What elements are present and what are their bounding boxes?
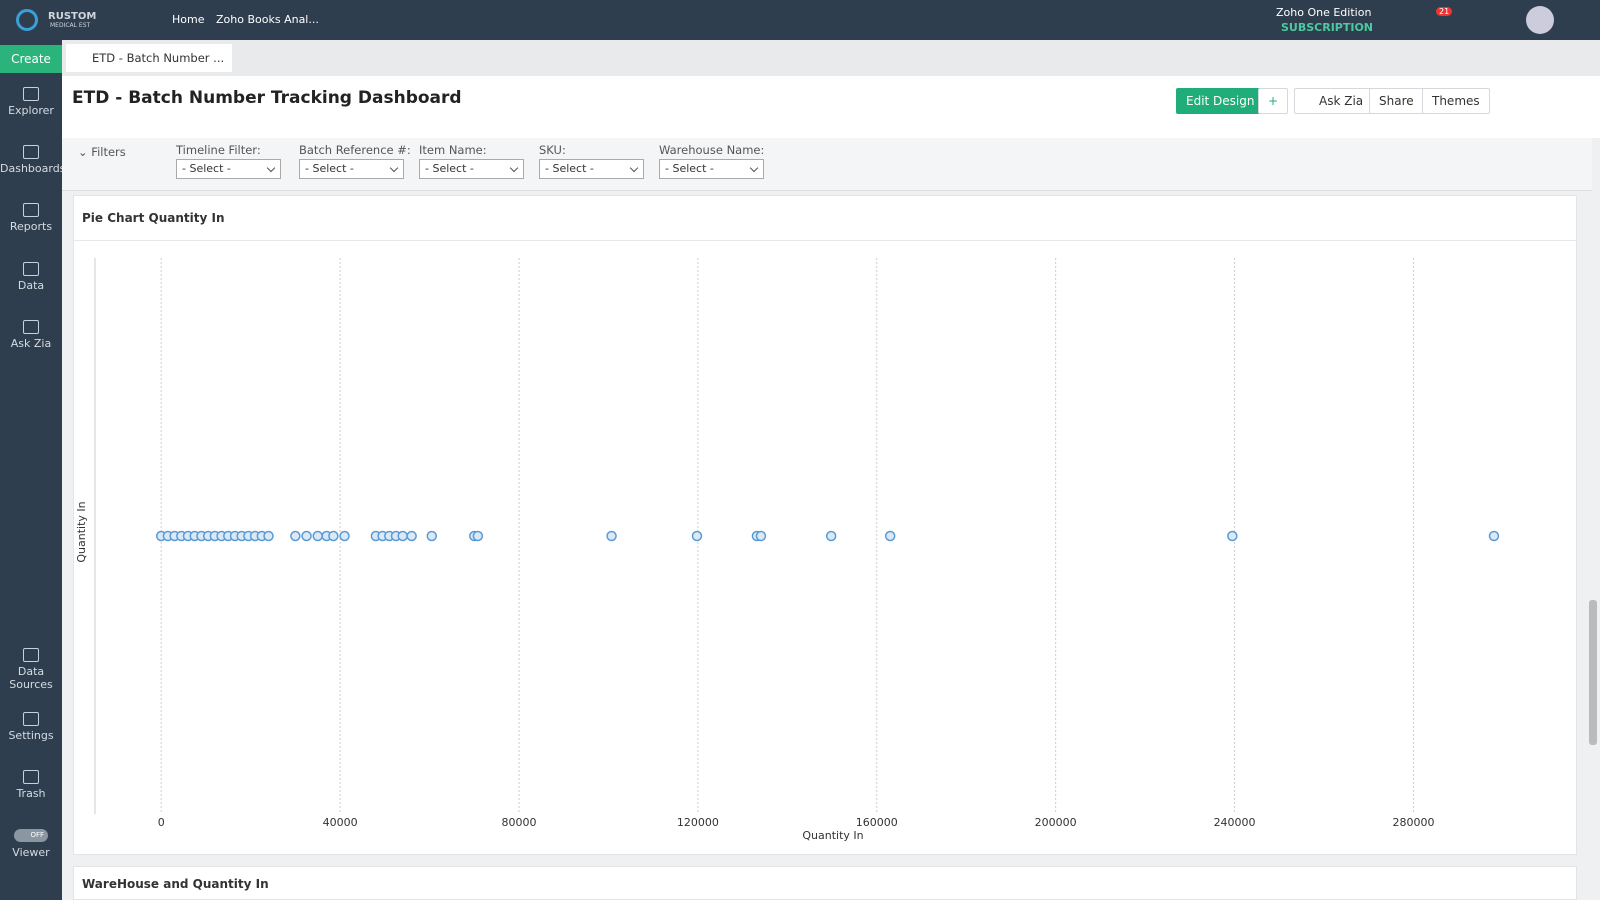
nav-label: Ask Zia — [10, 337, 52, 350]
point — [290, 530, 301, 542]
sidebar: Create Explorer Dashboards Reports Data … — [0, 40, 66, 900]
filter-select[interactable]: - Select - — [539, 159, 644, 179]
filter-label: Warehouse Name: — [659, 143, 765, 157]
filter-select[interactable]: - Select - — [299, 159, 404, 179]
panel-title: Pie Chart Quantity In — [82, 211, 225, 225]
point — [825, 530, 837, 542]
nav-item[interactable]: Ask Zia — [0, 320, 62, 350]
nav-home[interactable]: Home — [172, 13, 205, 26]
dashboard-title: ETD - Batch Number Tracking Dashboard — [72, 88, 462, 108]
point — [263, 530, 274, 542]
nav-item[interactable]: Data — [0, 262, 62, 292]
top-bar: RUSTOM MEDICAL EST Home Zoho Books Anal.… — [0, 0, 1600, 40]
edition: Zoho One Edition — [1276, 6, 1372, 19]
logo-icon — [16, 9, 38, 31]
nav-workspace[interactable]: Zoho Books Anal... — [216, 13, 319, 26]
point — [472, 530, 484, 542]
create-button[interactable]: Create — [0, 45, 62, 73]
ask-zia-button[interactable]: Ask Zia — [1294, 88, 1374, 114]
y-axis-label: Quantity In — [75, 501, 88, 562]
add-button[interactable]: + — [1258, 88, 1288, 114]
nav-item[interactable]: Settings — [0, 712, 62, 742]
nav-item[interactable]: Data Sources — [0, 648, 62, 691]
divider — [74, 240, 1576, 241]
nav-item[interactable]: Trash — [0, 770, 62, 800]
x-tick-label: 80000 — [501, 816, 536, 829]
notification-count: 21 — [1436, 7, 1453, 16]
filters-toggle[interactable]: ⌄ Filters — [78, 145, 126, 159]
scrollbar[interactable] — [1589, 600, 1597, 745]
logo-sub: MEDICAL EST — [50, 22, 91, 29]
viewer-label: Viewer — [12, 846, 50, 859]
x-tick-label: 280000 — [1392, 816, 1434, 829]
point — [755, 530, 767, 542]
point — [884, 530, 896, 542]
point — [1488, 530, 1500, 542]
themes-button[interactable]: Themes — [1422, 88, 1490, 114]
filter-label: Batch Reference #: — [299, 143, 411, 157]
filter-label: SKU: — [539, 143, 566, 157]
nav-label: Data Sources — [9, 665, 53, 691]
filter-select[interactable]: - Select - — [419, 159, 524, 179]
nav-item[interactable]: Dashboards — [0, 145, 66, 175]
nav-label: Settings — [8, 729, 54, 742]
nav-label: Reports — [9, 220, 53, 233]
nav-label: Dashboards — [0, 162, 66, 175]
x-tick-label: 0 — [158, 816, 165, 829]
avatar[interactable] — [1526, 6, 1554, 34]
tab[interactable]: ETD - Batch Number ... ✕ — [66, 44, 232, 93]
x-axis-label[interactable]: Quantity In — [802, 829, 863, 842]
nav-item[interactable]: Reports — [0, 203, 62, 233]
chart-panel: Pie Chart Quantity In — [73, 195, 1577, 855]
point — [406, 530, 417, 542]
point — [606, 530, 617, 542]
x-tick-label: 200000 — [1035, 816, 1077, 829]
tab-bar: ETD - Batch Number ... ✕ — [62, 40, 1600, 93]
nav-label: Data — [17, 279, 45, 292]
panel-title: WareHouse and Quantity In — [82, 877, 269, 891]
share-button[interactable]: Share — [1369, 88, 1424, 114]
x-tick-label: 40000 — [323, 816, 358, 829]
point — [397, 530, 408, 542]
second-panel: WareHouse and Quantity In — [73, 866, 1577, 900]
filter-label: Item Name: — [419, 143, 487, 157]
filter-label: Timeline Filter: — [176, 143, 261, 157]
x-tick-label: 120000 — [677, 816, 719, 829]
point — [301, 530, 312, 542]
point — [328, 530, 339, 542]
point — [312, 530, 323, 542]
filters-label: Filters — [91, 145, 126, 159]
nav-item[interactable]: Explorer — [0, 87, 62, 117]
edit-design-button[interactable]: Edit Design — [1176, 88, 1265, 114]
point — [691, 530, 703, 542]
nav-label: Explorer — [8, 104, 54, 117]
point — [339, 530, 350, 542]
nav-label: Trash — [16, 787, 46, 800]
subscription[interactable]: SUBSCRIPTION — [1281, 21, 1374, 34]
x-tick-label: 160000 — [856, 816, 898, 829]
viewer-toggle[interactable]: OFF — [14, 829, 48, 842]
logo: RUSTOM — [48, 11, 97, 22]
filter-bar: ⌄ Filters — [62, 138, 1592, 191]
tab-title: ETD - Batch Number ... — [92, 51, 225, 65]
filter-select[interactable]: - Select - — [176, 159, 281, 179]
filter-select[interactable]: - Select - — [659, 159, 764, 179]
point — [1227, 530, 1238, 542]
point — [426, 530, 438, 542]
x-tick-label: 240000 — [1214, 816, 1256, 829]
chart: Quantity In Quantity In 0 40000 80000 12000… — [75, 258, 1500, 842]
